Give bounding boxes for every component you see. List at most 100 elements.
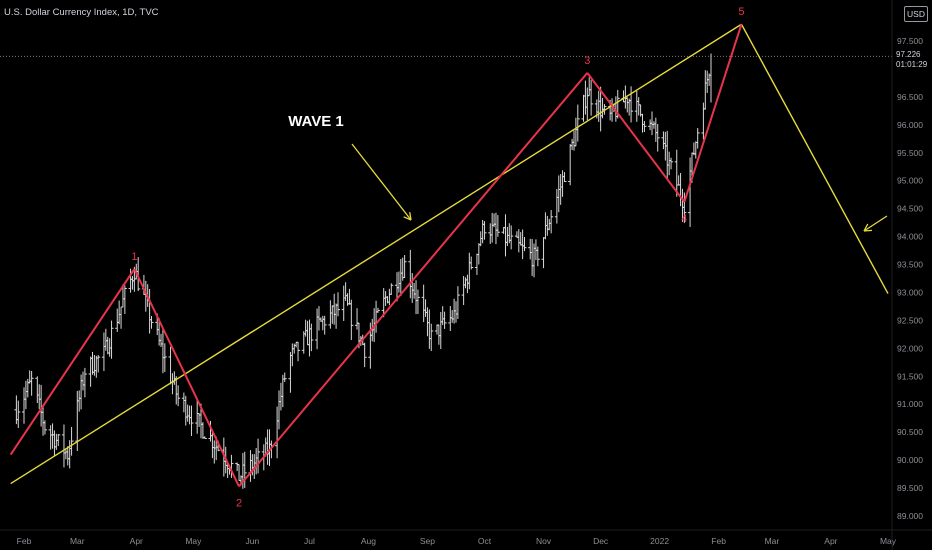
ohlc-bar <box>695 128 700 149</box>
y-tick-label: 93.500 <box>897 260 923 270</box>
y-tick-label: 90.500 <box>897 427 923 437</box>
ohlc-bar <box>79 374 84 410</box>
ohlc-bar <box>170 373 175 395</box>
ohlc-bar <box>528 238 533 260</box>
x-tick-label: Dec <box>593 536 609 546</box>
ohlc-bar <box>117 300 122 325</box>
ohlc-bar <box>275 406 280 459</box>
wave-segment[interactable] <box>238 72 589 488</box>
ohlc-bar <box>465 274 470 294</box>
ohlc-bar <box>290 343 295 367</box>
ohlc-bar <box>347 288 352 305</box>
ohlc-bar <box>549 210 554 234</box>
ohlc-bar <box>168 346 173 385</box>
ohlc-bar <box>92 354 97 376</box>
wave-segment[interactable] <box>586 72 686 203</box>
ohlc-bar <box>309 323 314 352</box>
x-axis: Feb Mar Apr May Jun Jul Aug Sep Oct Nov Dec 2022 Feb… <box>0 529 932 546</box>
ohlc-bar <box>414 280 419 315</box>
ohlc-bar <box>341 285 346 321</box>
ohlc-bar <box>248 450 253 482</box>
ohlc-bar <box>96 354 101 373</box>
ohlc-bar <box>254 448 259 475</box>
ohlc-bar <box>398 258 403 296</box>
x-tick-label: Sep <box>420 536 435 546</box>
ohlc-bar <box>545 215 550 236</box>
ohlc-bar <box>682 192 687 224</box>
wave-segment[interactable] <box>133 268 240 487</box>
wave-segment[interactable] <box>9 268 136 456</box>
x-tick-label: 2022 <box>650 536 669 546</box>
currency-badge[interactable]: USD <box>904 6 928 22</box>
ohlc-bar <box>427 309 432 349</box>
ohlc-bar <box>556 175 561 213</box>
ohlc-bar <box>334 303 339 329</box>
ohlc-bar <box>328 300 333 329</box>
ohlc-bar <box>37 384 42 410</box>
wave-pivot-label: 5 <box>738 6 744 18</box>
wave-1-label[interactable]: WAVE 1 <box>288 113 344 130</box>
ohlc-bar <box>115 308 120 332</box>
ohlc-bar <box>676 175 681 186</box>
ohlc-bar <box>560 170 565 197</box>
ohlc-bar <box>440 306 445 326</box>
x-tick-label: Apr <box>824 536 837 546</box>
ohlc-bar <box>461 275 466 306</box>
ohlc-bar <box>303 319 308 337</box>
ohlc-bar <box>210 432 215 459</box>
symbol-title[interactable]: U.S. Dollar Currency Index, 1D, TVC <box>4 7 159 18</box>
wave-pivot-label: 2 <box>236 497 242 509</box>
ohlc-bar <box>119 306 124 329</box>
ohlc-bar <box>172 371 177 385</box>
ohlc-bar <box>200 422 205 439</box>
ohlc-bar <box>480 220 485 244</box>
ohlc-bar <box>189 405 194 436</box>
target-arrow[interactable] <box>863 215 888 232</box>
ohlc-bar <box>202 436 207 440</box>
ohlc-bar <box>691 142 696 156</box>
ohlc-bar <box>495 215 500 237</box>
ohlc-bar <box>503 214 508 257</box>
ohlc-bar <box>105 336 110 355</box>
ohlc-bar <box>640 113 645 133</box>
ohlc-bar <box>562 172 567 182</box>
x-tick-label: Nov <box>536 536 552 546</box>
ohlc-bar <box>648 119 653 131</box>
ohlc-bar <box>627 98 632 116</box>
y-tick-label: 92.000 <box>897 343 923 353</box>
ohlc-bar <box>600 98 605 119</box>
ohlc-bar <box>661 131 666 150</box>
ohlc-bar <box>389 283 394 296</box>
ohlc-bar <box>455 286 460 319</box>
ohlc-bar <box>288 351 293 393</box>
ohlc-bar <box>181 392 186 413</box>
y-axis: 89.000 89.500 90.000 90.500 91.000 91.500 92.0… <box>891 0 923 550</box>
ohlc-bar <box>149 316 154 329</box>
ohlc-bar <box>436 324 441 345</box>
ohlc-bar <box>336 292 341 317</box>
wave-arrow[interactable] <box>351 143 412 221</box>
ohlc-bar <box>442 311 447 329</box>
trend-line[interactable] <box>740 23 889 294</box>
ohlc-bar <box>396 271 401 293</box>
y-tick-label: 89.000 <box>897 511 923 521</box>
wave-segment[interactable] <box>683 23 743 203</box>
ohlc-bar <box>705 70 710 93</box>
ohlc-bar <box>242 451 247 488</box>
ohlc-bar <box>678 173 683 207</box>
ohlc-bar <box>160 328 165 374</box>
ohlc-bar <box>25 378 30 398</box>
ohlc-bar <box>383 291 388 306</box>
trend-line[interactable] <box>10 23 742 485</box>
ohlc-bar <box>56 434 61 447</box>
x-tick-label: Mar <box>765 536 780 546</box>
x-tick-label: Apr <box>130 536 143 546</box>
ohlc-bar <box>294 341 299 348</box>
ohlc-bar <box>109 320 114 359</box>
ohlc-bar <box>467 252 472 290</box>
ohlc-bar <box>23 380 28 410</box>
ohlc-bar <box>509 225 514 250</box>
x-tick-label: Mar <box>70 536 85 546</box>
ohlc-bar <box>349 299 354 341</box>
